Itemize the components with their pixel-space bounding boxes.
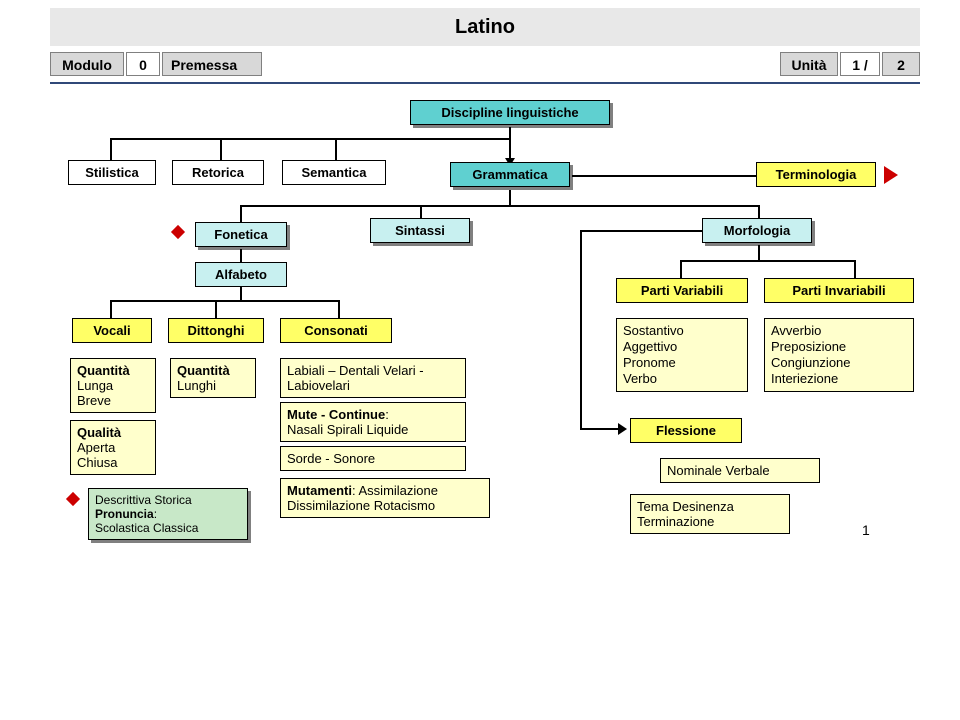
note-flessione-2: Tema Desinenza Terminazione xyxy=(630,494,790,534)
note-parti-variabili: Sostantivo Aggettivo Pronome Verbo xyxy=(616,318,748,392)
connector xyxy=(110,138,112,160)
connector xyxy=(680,260,682,278)
label: Mutamenti xyxy=(287,483,352,498)
connector xyxy=(110,138,510,140)
note-cons1: Labiali – Dentali Velari - Labiovelari xyxy=(280,358,466,398)
page-title: Latino xyxy=(50,8,920,46)
text: Aperta Chiusa xyxy=(77,440,117,470)
node-grammatica: Grammatica xyxy=(450,162,570,187)
connector xyxy=(680,260,856,262)
diamond-icon xyxy=(66,492,80,506)
connector xyxy=(335,138,337,160)
connector xyxy=(509,138,511,160)
text: Descrittiva Storica xyxy=(95,493,192,507)
note-descrittiva: Descrittiva Storica Pronuncia: Scolastic… xyxy=(88,488,248,540)
node-fonetica: Fonetica xyxy=(195,222,287,247)
node-discipline: Discipline linguistiche xyxy=(410,100,610,125)
arrow-right-icon xyxy=(618,423,627,435)
note-cons2: Mute - Continue: Nasali Spirali Liquide xyxy=(280,402,466,442)
note-cons4: Mutamenti: Assimilazione Dissimilazione … xyxy=(280,478,490,518)
connector xyxy=(220,138,222,160)
node-alfabeto: Alfabeto xyxy=(195,262,287,287)
text: : xyxy=(385,407,389,422)
text: Scolastica Classica xyxy=(95,521,198,535)
connector xyxy=(509,190,511,206)
text: Lunga Breve xyxy=(77,378,113,408)
premessa-label: Premessa xyxy=(162,52,262,76)
connector xyxy=(854,260,856,278)
note-vocali-qual: Qualità Aperta Chiusa xyxy=(70,420,156,475)
node-parti-invariabili: Parti Invariabili xyxy=(764,278,914,303)
connector xyxy=(110,300,340,302)
connector xyxy=(580,428,620,430)
note-parti-invariabili: Avverbio Preposizione Congiunzione Inter… xyxy=(764,318,914,392)
node-consonati: Consonati xyxy=(280,318,392,343)
connector xyxy=(240,287,242,301)
connector xyxy=(240,205,760,207)
label: Pronuncia xyxy=(95,507,154,521)
connector xyxy=(215,300,217,318)
text: Lunghi xyxy=(177,378,216,393)
page-number: 1 xyxy=(862,522,870,538)
connector xyxy=(338,300,340,318)
note-cons3: Sorde - Sonore xyxy=(280,446,466,471)
node-flessione: Flessione xyxy=(630,418,742,443)
connector xyxy=(240,249,242,263)
node-terminologia[interactable]: Terminologia xyxy=(756,162,876,187)
connector xyxy=(580,230,582,430)
unita-label: Unità xyxy=(780,52,838,76)
node-dittonghi: Dittonghi xyxy=(168,318,264,343)
note-dittonghi: Quantità Lunghi xyxy=(170,358,256,398)
label: Quantità xyxy=(77,363,130,378)
node-stilistica: Stilistica xyxy=(68,160,156,185)
unita-total: 2 xyxy=(882,52,920,76)
connector xyxy=(240,205,242,223)
header-rule xyxy=(50,82,920,84)
node-vocali: Vocali xyxy=(72,318,152,343)
connector xyxy=(580,230,702,232)
node-retorica: Retorica xyxy=(172,160,264,185)
unita-page: 1 / xyxy=(840,52,880,76)
node-sintassi: Sintassi xyxy=(370,218,470,243)
note-flessione-1: Nominale Verbale xyxy=(660,458,820,483)
node-morfologia: Morfologia xyxy=(702,218,812,243)
modulo-number: 0 xyxy=(126,52,160,76)
label: Qualità xyxy=(77,425,121,440)
connector xyxy=(110,300,112,318)
label: Quantità xyxy=(177,363,230,378)
node-semantica: Semantica xyxy=(282,160,386,185)
text: Nasali Spirali Liquide xyxy=(287,422,408,437)
label: Mute - Continue xyxy=(287,407,385,422)
node-parti-variabili: Parti Variabili xyxy=(616,278,748,303)
connector xyxy=(758,245,760,261)
modulo-label: Modulo xyxy=(50,52,124,76)
expand-icon[interactable] xyxy=(884,166,898,184)
connector xyxy=(572,175,756,177)
diamond-icon xyxy=(171,225,185,239)
note-vocali-quant: Quantità Lunga Breve xyxy=(70,358,156,413)
text: : xyxy=(154,507,157,521)
